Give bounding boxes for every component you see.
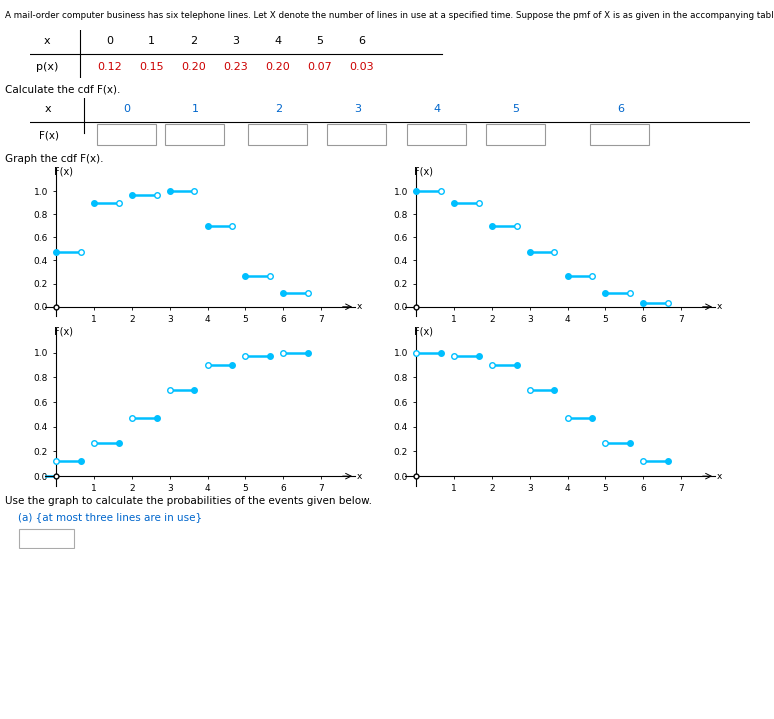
Text: 5: 5 — [512, 104, 519, 114]
Text: F(x): F(x) — [54, 166, 74, 176]
Text: (a) {at most three lines are in use}: (a) {at most three lines are in use} — [18, 513, 202, 523]
Text: 6: 6 — [358, 35, 365, 45]
Text: x: x — [45, 104, 51, 114]
Text: x: x — [357, 302, 362, 311]
Text: 4: 4 — [433, 104, 440, 114]
Text: 2: 2 — [275, 104, 282, 114]
Text: 1: 1 — [149, 35, 156, 45]
Text: Graph the cdf F(x).: Graph the cdf F(x). — [5, 153, 104, 163]
Text: Calculate the cdf F(x).: Calculate the cdf F(x). — [5, 84, 121, 94]
Text: A mail-order computer business has six telephone lines. Let X denote the number : A mail-order computer business has six t… — [5, 12, 774, 21]
Text: 5: 5 — [317, 35, 324, 45]
Text: 0.15: 0.15 — [139, 63, 164, 73]
Text: F(x): F(x) — [39, 130, 59, 140]
Text: F(x): F(x) — [414, 326, 433, 336]
Text: 0.07: 0.07 — [307, 63, 332, 73]
Text: 0.03: 0.03 — [350, 63, 374, 73]
Text: 4: 4 — [274, 35, 282, 45]
Text: x: x — [717, 472, 722, 480]
Text: x: x — [717, 302, 722, 311]
Text: 0.23: 0.23 — [224, 63, 248, 73]
Text: Use the graph to calculate the probabilities of the events given below.: Use the graph to calculate the probabili… — [5, 496, 372, 506]
Text: 0.20: 0.20 — [181, 63, 206, 73]
Text: p(x): p(x) — [36, 63, 58, 73]
Text: x: x — [43, 35, 50, 45]
Text: F(x): F(x) — [54, 326, 74, 336]
Text: F(x): F(x) — [414, 166, 433, 176]
Text: 3: 3 — [232, 35, 239, 45]
Text: 0: 0 — [124, 104, 131, 114]
Text: 0: 0 — [106, 35, 113, 45]
Text: 2: 2 — [190, 35, 197, 45]
Text: 3: 3 — [354, 104, 361, 114]
Text: 0.12: 0.12 — [98, 63, 122, 73]
Text: 0.20: 0.20 — [265, 63, 290, 73]
Text: x: x — [357, 472, 362, 480]
Text: 6: 6 — [617, 104, 624, 114]
Text: 1: 1 — [192, 104, 199, 114]
